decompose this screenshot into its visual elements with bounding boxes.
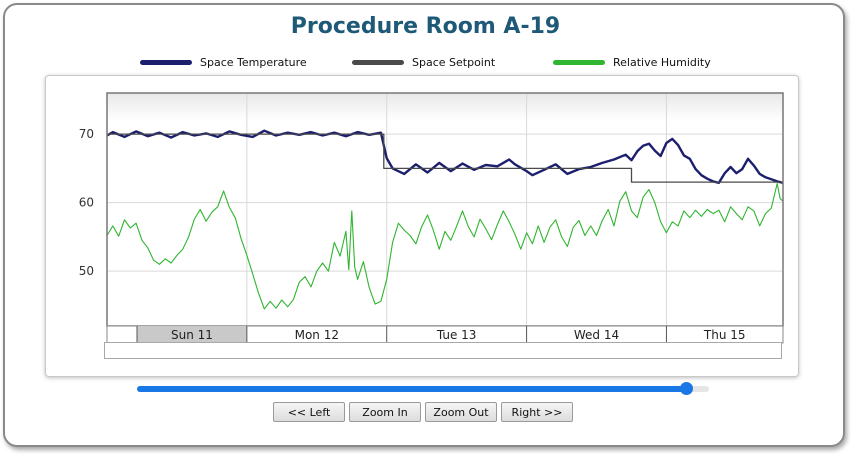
left-button[interactable]: << Left <box>273 402 345 422</box>
x-tick-label: Tue 13 <box>436 328 477 342</box>
legend: Space Temperature Space Setpoint Relativ… <box>0 56 851 72</box>
right-button[interactable]: Right >> <box>501 402 573 422</box>
x-tick-label: Sun 11 <box>171 328 213 342</box>
slider-fill <box>137 386 687 392</box>
navigator-track[interactable] <box>104 342 782 359</box>
zoom-in-button[interactable]: Zoom In <box>349 402 421 422</box>
chart-panel: 50 60 70 Sun 11 Mon 12 Tue 13 Wed 14 Thu 15 <box>45 75 799 377</box>
chart-svg: 50 60 70 Sun 11 Mon 12 Tue 13 Wed 14 Thu 15 <box>79 92 784 344</box>
series-line-relative-humidity <box>106 182 784 310</box>
series-line-space-temperature <box>106 129 784 185</box>
chart-title: Procedure Room A-19 <box>290 14 561 39</box>
legend-label-relative-humidity: Relative Humidity <box>613 56 711 69</box>
x-tick-label: Wed 14 <box>574 328 619 342</box>
legend-label-space-setpoint: Space Setpoint <box>412 56 496 69</box>
legend-label-space-temperature: Space Temperature <box>200 56 307 69</box>
zoom-out-button[interactable]: Zoom Out <box>425 402 497 422</box>
plot-background <box>107 93 783 326</box>
legend-swatch-relative-humidity <box>553 60 605 65</box>
navigation-buttons: << Left Zoom In Zoom Out Right >> <box>0 402 851 424</box>
legend-swatch-space-setpoint <box>352 60 404 65</box>
slider-thumb[interactable] <box>680 382 694 395</box>
legend-item-relative-humidity[interactable]: Relative Humidity <box>553 56 711 69</box>
x-tick-label: Thu 15 <box>703 328 746 342</box>
series-line-space-setpoint <box>107 133 783 183</box>
legend-swatch-space-temperature <box>140 60 192 65</box>
legend-item-space-temperature[interactable]: Space Temperature <box>140 56 307 69</box>
y-tick-label: 50 <box>79 264 94 278</box>
legend-item-space-setpoint[interactable]: Space Setpoint <box>352 56 495 69</box>
y-tick-label: 60 <box>79 196 94 210</box>
y-tick-label: 70 <box>79 127 94 141</box>
range-slider[interactable] <box>137 382 709 395</box>
x-tick-label: Mon 12 <box>295 328 339 342</box>
x-tick-selected-bg <box>137 326 247 343</box>
